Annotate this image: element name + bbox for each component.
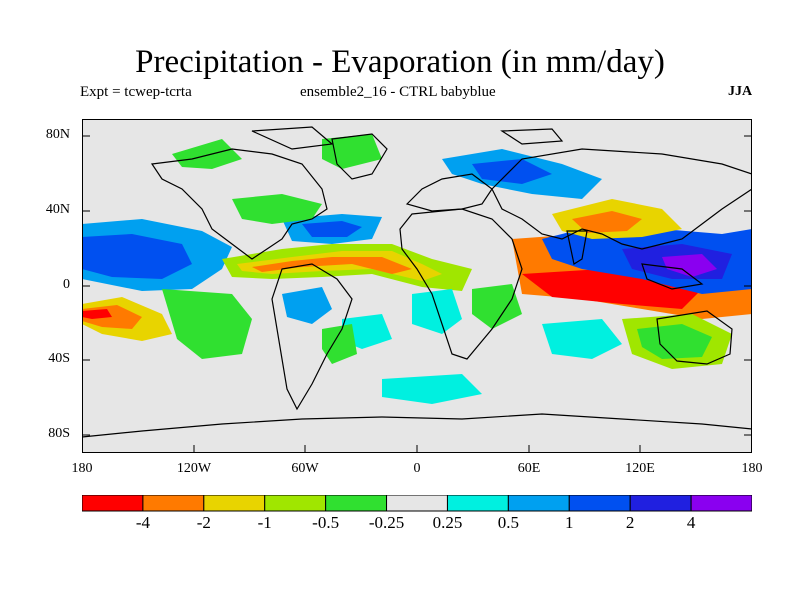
colorbar-label: 0.25 bbox=[432, 513, 463, 532]
colorbar-label: -1 bbox=[257, 513, 272, 532]
colorbar-swatch bbox=[82, 495, 144, 512]
colorbar-swatch bbox=[264, 495, 327, 512]
colorbar-swatch bbox=[142, 495, 205, 512]
lon-label-120w: 120W bbox=[176, 461, 212, 476]
lat-label-80s: 80S bbox=[48, 426, 70, 441]
season-label: JJA bbox=[728, 84, 753, 99]
lon-label-0: 0 bbox=[413, 461, 421, 476]
anomaly-fields bbox=[82, 134, 752, 404]
ensemble-label: ensemble2_16 - CTRL babyblue bbox=[300, 84, 496, 100]
map-panel bbox=[82, 119, 752, 453]
colorbar-swatch bbox=[203, 495, 266, 512]
colorbar-label: -2 bbox=[196, 513, 211, 532]
lon-label-180e: 180 bbox=[741, 461, 763, 476]
y-tick-marks bbox=[82, 135, 752, 436]
colorbar-label: -0.25 bbox=[368, 513, 405, 532]
colorbar-label: 0.5 bbox=[497, 513, 519, 532]
x-tick-marks bbox=[193, 445, 641, 453]
colorbar-label: -4 bbox=[135, 513, 150, 532]
colorbar-label: 1 bbox=[565, 513, 574, 532]
lat-label-40s: 40S bbox=[48, 351, 70, 366]
lon-label-60w: 60W bbox=[291, 461, 319, 476]
colorbar-swatch bbox=[690, 495, 752, 512]
lon-label-120e: 120E bbox=[625, 461, 655, 476]
colorbar-swatch bbox=[325, 495, 388, 512]
colorbar-label: -0.5 bbox=[312, 513, 340, 532]
lat-label-eq: 0 bbox=[63, 277, 70, 292]
lat-label-80n: 80N bbox=[45, 127, 70, 142]
coastlines bbox=[82, 126, 752, 438]
experiment-label: Expt = tcwep-tcrta bbox=[80, 84, 192, 100]
colorbar-swatch bbox=[446, 495, 509, 512]
colorbar-label: 2 bbox=[625, 513, 635, 532]
colorbar-swatch bbox=[386, 495, 448, 512]
colorbar-label: 4 bbox=[686, 513, 696, 532]
colorbar-swatch bbox=[507, 495, 570, 512]
lon-label-180w: 180 bbox=[71, 461, 93, 476]
colorbar-swatch bbox=[568, 495, 631, 512]
lat-label-40n: 40N bbox=[45, 202, 70, 217]
chart-title: Precipitation - Evaporation (in mm/day) bbox=[135, 44, 665, 80]
lon-label-60e: 60E bbox=[517, 461, 541, 476]
colorbar-swatch bbox=[629, 495, 692, 512]
colorbar bbox=[82, 495, 752, 512]
